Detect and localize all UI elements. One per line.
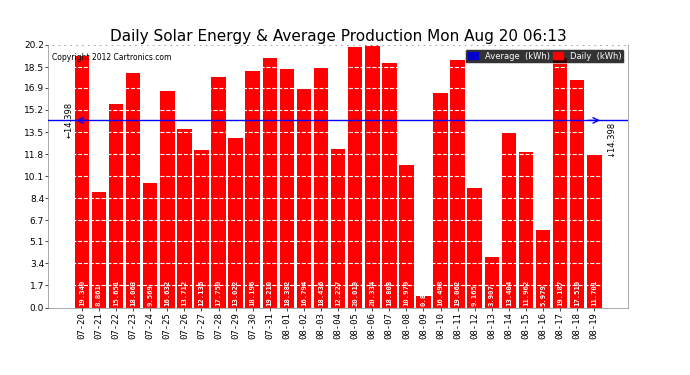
Bar: [348, 47, 362, 308]
Text: 19.210: 19.210: [267, 280, 273, 306]
Text: 18.063: 18.063: [130, 280, 136, 306]
Bar: [382, 63, 397, 308]
Bar: [536, 230, 551, 308]
Bar: [587, 156, 602, 308]
Bar: [314, 68, 328, 308]
Bar: [211, 77, 226, 308]
Text: 17.510: 17.510: [574, 280, 580, 306]
Text: 13.404: 13.404: [506, 280, 512, 306]
Text: 17.750: 17.750: [215, 280, 221, 306]
Bar: [194, 150, 208, 308]
Text: 11.962: 11.962: [523, 280, 529, 306]
Text: 15.651: 15.651: [113, 280, 119, 306]
Text: 9.569: 9.569: [147, 284, 153, 306]
Text: 3.907: 3.907: [489, 284, 495, 306]
Text: Copyright 2012 Cartronics.com: Copyright 2012 Cartronics.com: [52, 53, 171, 62]
Bar: [177, 129, 192, 308]
Bar: [468, 188, 482, 308]
Text: 19.187: 19.187: [557, 280, 563, 306]
Bar: [246, 71, 260, 308]
Bar: [433, 93, 448, 308]
Text: 12.227: 12.227: [335, 280, 341, 306]
Text: 16.498: 16.498: [437, 280, 444, 306]
Bar: [519, 152, 533, 308]
Bar: [262, 58, 277, 308]
Text: ↓14.398: ↓14.398: [607, 120, 615, 156]
Text: 20.019: 20.019: [352, 280, 358, 306]
Text: 18.196: 18.196: [250, 280, 256, 306]
Bar: [143, 183, 157, 308]
Text: 0.874: 0.874: [420, 284, 426, 306]
Bar: [92, 192, 106, 308]
Bar: [553, 58, 567, 308]
Bar: [279, 69, 294, 308]
Text: 11.701: 11.701: [591, 280, 598, 306]
Text: 20.334: 20.334: [369, 280, 375, 306]
Text: 16.632: 16.632: [164, 280, 170, 306]
Bar: [502, 134, 516, 308]
Title: Daily Solar Energy & Average Production Mon Aug 20 06:13: Daily Solar Energy & Average Production …: [110, 29, 566, 44]
Text: 13.022: 13.022: [233, 280, 239, 306]
Bar: [484, 257, 499, 307]
Text: 18.382: 18.382: [284, 280, 290, 306]
Text: 10.970: 10.970: [404, 280, 409, 306]
Bar: [75, 56, 89, 308]
Text: ←14.398: ←14.398: [64, 102, 73, 138]
Text: 5.979: 5.979: [540, 284, 546, 306]
Text: 18.808: 18.808: [386, 280, 393, 306]
Bar: [331, 148, 346, 308]
Bar: [126, 73, 140, 308]
Bar: [160, 92, 175, 308]
Text: 16.794: 16.794: [301, 280, 307, 306]
Text: 8.861: 8.861: [96, 284, 102, 306]
Text: 9.165: 9.165: [472, 284, 477, 306]
Bar: [399, 165, 414, 308]
Bar: [109, 104, 124, 308]
Legend: Average  (kWh), Daily  (kWh): Average (kWh), Daily (kWh): [466, 49, 624, 63]
Bar: [365, 43, 380, 308]
Text: 12.136: 12.136: [199, 280, 204, 306]
Bar: [297, 89, 311, 308]
Text: 19.062: 19.062: [455, 280, 461, 306]
Bar: [451, 60, 465, 308]
Text: 13.712: 13.712: [181, 280, 188, 306]
Text: 18.436: 18.436: [318, 280, 324, 306]
Bar: [228, 138, 243, 308]
Bar: [416, 296, 431, 307]
Text: 19.340: 19.340: [79, 280, 85, 306]
Bar: [570, 80, 584, 308]
